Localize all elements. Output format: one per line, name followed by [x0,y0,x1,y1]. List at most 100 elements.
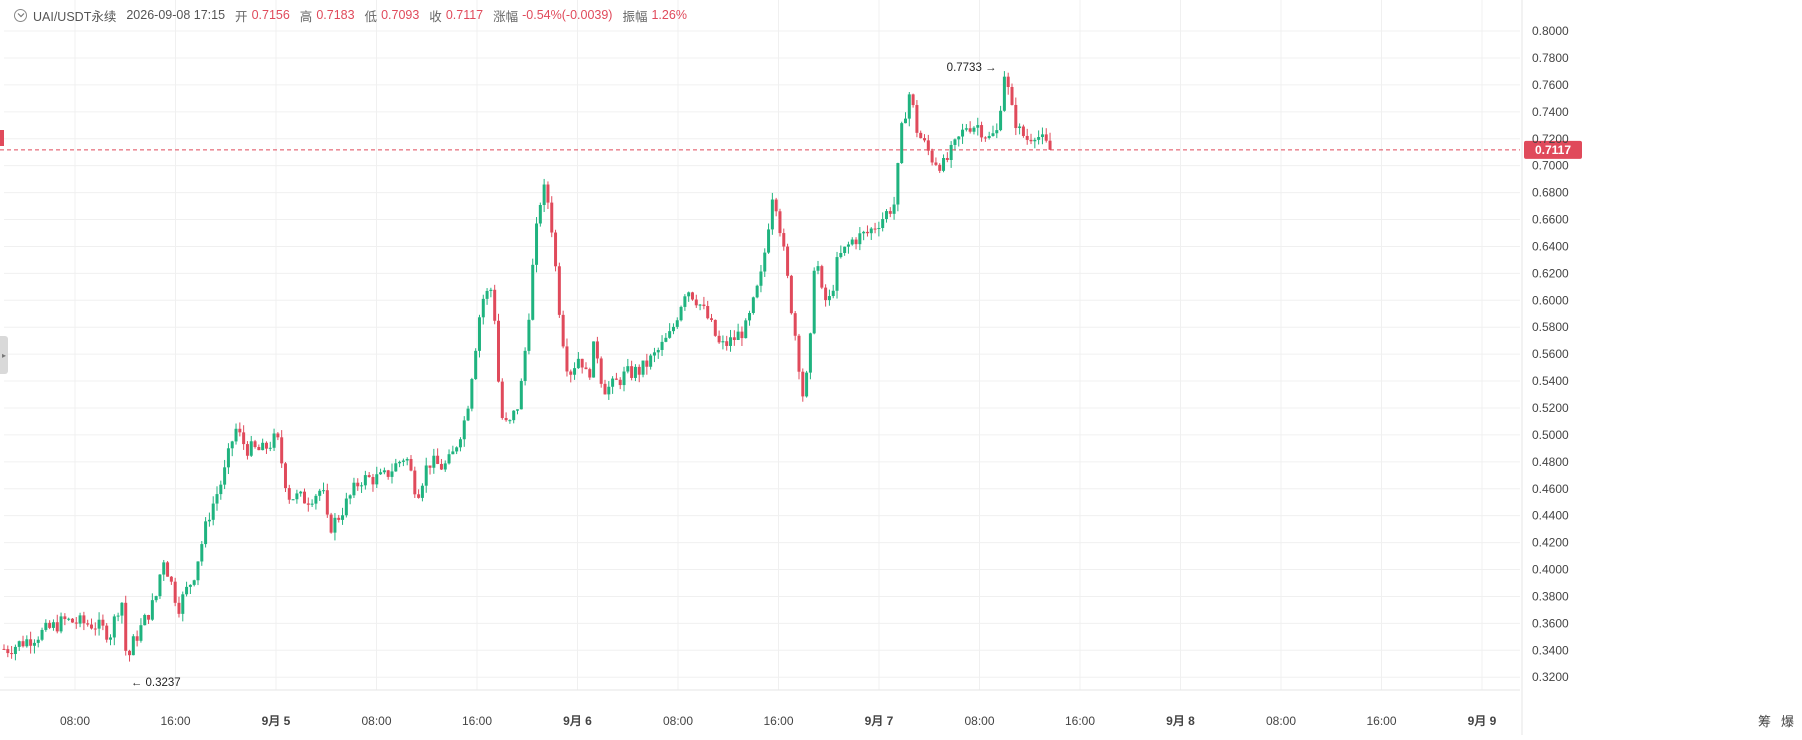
candle [230,440,234,457]
x-tick-label: 16:00 [1065,714,1095,728]
candle [264,441,268,454]
candle [474,348,478,380]
candle-body [820,266,824,288]
candle [611,376,615,394]
candle [417,489,421,499]
candle-body [717,335,721,343]
candle-body [261,442,265,451]
y-tick-label: 0.4000 [1532,563,1569,577]
candle-body [333,517,337,533]
chip-distribution-icon[interactable]: 筹 [1757,714,1771,729]
candle-body [82,615,86,624]
candle-body [154,596,158,601]
candle [694,294,698,308]
candle [447,449,451,465]
candle-body [531,264,535,320]
candle-body [78,615,82,624]
candle [919,130,923,139]
candle-body [242,432,246,445]
candle [1037,130,1041,145]
candle-body [458,439,462,448]
candle-body [40,629,44,640]
sidebar-toggle-handle[interactable]: ▸ [0,336,8,374]
candle-body [926,140,930,151]
candle-body [748,312,752,321]
candle [542,178,546,213]
candle-body [390,471,394,477]
candle [915,100,919,138]
candle-body [710,318,714,320]
candle [420,483,424,502]
candle [945,152,949,163]
candle-body [188,584,192,587]
candle-body [196,561,200,581]
candle-body [207,519,211,522]
candle [299,490,303,497]
low-label: 低 [364,9,378,24]
candle [926,134,930,156]
candle-body [527,319,531,351]
candle [223,459,227,490]
candle [386,469,390,480]
candle-body [862,231,866,234]
candle [120,602,124,624]
x-tick-label: 16:00 [763,714,793,728]
candle-body [808,333,812,373]
candle-body [729,337,733,346]
candle [923,134,927,143]
candle-body [816,266,820,271]
candle-body [322,490,326,492]
candle [341,507,345,525]
candle-body [13,646,17,655]
candle [808,332,812,380]
candle-body [915,105,919,133]
candle [687,291,691,302]
candle [1048,132,1052,150]
candle [843,246,847,256]
candle-body [706,306,710,319]
candle [466,405,470,422]
candle-body [245,444,249,456]
y-tick-label: 0.3800 [1532,589,1569,603]
candle-body [238,428,242,433]
change-label: 涨幅 [493,9,519,24]
candle-body [470,379,474,409]
candle [983,136,987,142]
candle [690,291,694,301]
candle [455,446,459,455]
candle-body [329,514,333,533]
candle-body [230,441,234,449]
candle-body [150,600,154,620]
candle-body [797,335,801,372]
candle [774,197,778,217]
candle-body [835,257,839,291]
candle [736,323,740,341]
candle [584,362,588,370]
candle-body [801,371,805,397]
candle-body [97,619,101,629]
candle [276,432,280,441]
candle-body [614,378,618,380]
candle [801,368,805,402]
candle [1010,83,1014,106]
candle [835,251,839,299]
candle-body [957,136,961,140]
candle [200,541,204,566]
candle [405,457,409,466]
candle-body [86,623,90,625]
candle-body [592,341,596,378]
collapse-legend-icon[interactable] [14,8,27,22]
candle [51,619,55,631]
candle-body [474,350,478,380]
candle-body [786,246,790,276]
candle-body [865,231,869,234]
candle [824,284,828,307]
candle [649,353,653,370]
candle-body [109,637,113,640]
liquidation-icon[interactable]: 爆 [1780,714,1794,729]
candle [831,284,835,299]
candle [485,288,489,305]
candle [283,462,287,492]
